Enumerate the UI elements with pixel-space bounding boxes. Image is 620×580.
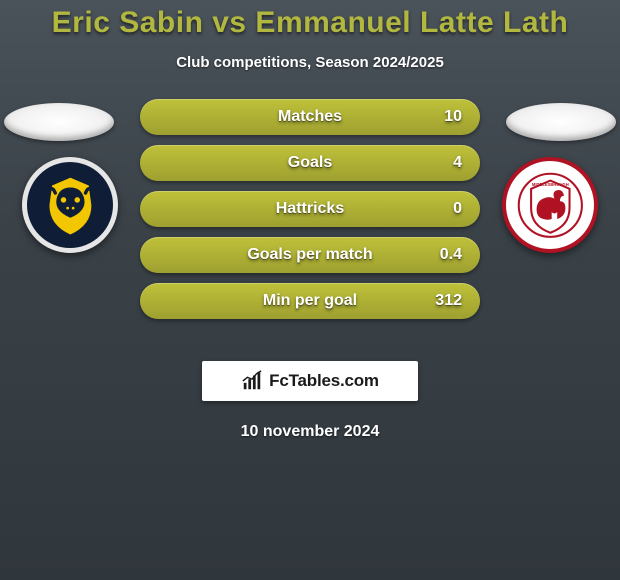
stat-bar: Goals per match 0.4 xyxy=(140,237,480,273)
date-text: 10 november 2024 xyxy=(0,423,620,441)
stat-value-right: 10 xyxy=(444,99,462,135)
chart-icon xyxy=(241,370,263,392)
stat-value-right: 0.4 xyxy=(440,237,462,273)
brand-text: FcTables.com xyxy=(269,371,379,391)
stat-bar: Min per goal 312 xyxy=(140,283,480,319)
stat-label: Min per goal xyxy=(140,283,480,319)
stat-bar: Hattricks 0 xyxy=(140,191,480,227)
page-title: Eric Sabin vs Emmanuel Latte Lath xyxy=(0,0,620,40)
stat-value-right: 312 xyxy=(435,283,462,319)
player-right-placeholder xyxy=(506,103,616,141)
stat-label: Goals xyxy=(140,145,480,181)
player-left-placeholder xyxy=(4,103,114,141)
middlesbrough-icon: MIDDLESBROUGH xyxy=(516,171,585,240)
stat-label: Matches xyxy=(140,99,480,135)
stat-label: Hattricks xyxy=(140,191,480,227)
comparison-stage: MIDDLESBROUGH Matches 10 Goals 4 Hattric… xyxy=(0,99,620,349)
subtitle: Club competitions, Season 2024/2025 xyxy=(0,54,620,71)
club-badge-left xyxy=(22,157,118,253)
brand-badge: FcTables.com xyxy=(202,361,418,401)
stat-bar: Matches 10 xyxy=(140,99,480,135)
stat-label: Goals per match xyxy=(140,237,480,273)
stat-value-right: 0 xyxy=(453,191,462,227)
svg-text:MIDDLESBROUGH: MIDDLESBROUGH xyxy=(532,182,569,187)
stat-value-right: 4 xyxy=(453,145,462,181)
club-badge-right: MIDDLESBROUGH xyxy=(502,157,598,253)
stat-bars: Matches 10 Goals 4 Hattricks 0 Goals per… xyxy=(140,99,480,329)
stat-bar: Goals 4 xyxy=(140,145,480,181)
oxford-united-icon xyxy=(36,171,105,240)
